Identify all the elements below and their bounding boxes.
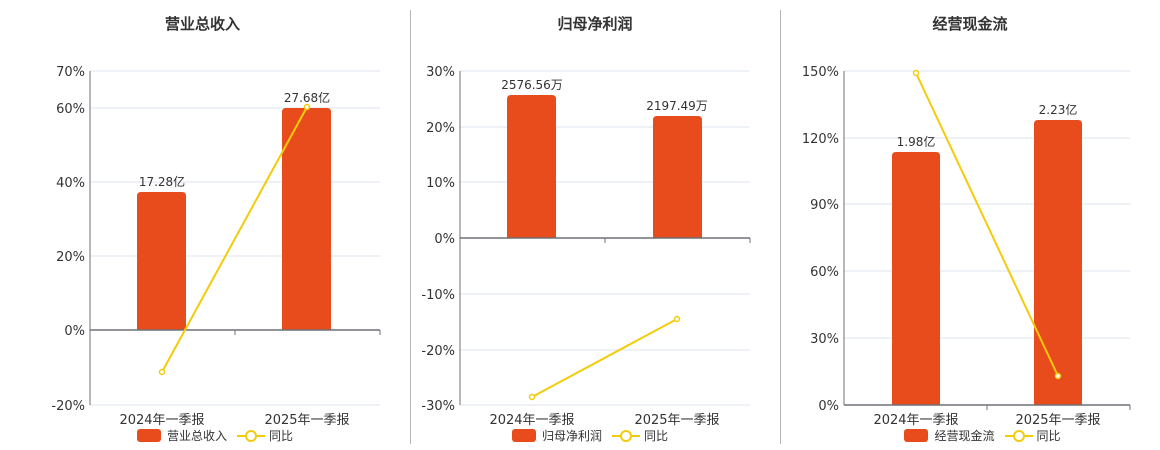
bar-labels: 17.28亿 27.68亿 — [139, 90, 330, 189]
svg-text:0%: 0% — [818, 399, 839, 414]
yoy-line[interactable] — [912, 69, 1062, 380]
x-axis-labels: 2024年一季报 2025年一季报 — [489, 413, 719, 428]
svg-text:2025年一季报: 2025年一季报 — [1015, 413, 1100, 428]
chart-title: 经营现金流 — [932, 15, 1008, 33]
yoy-line[interactable] — [158, 103, 311, 376]
bar-2024[interactable] — [137, 192, 186, 330]
svg-text:27.68亿: 27.68亿 — [284, 90, 330, 105]
y-axis-labels: 150% 120% 90% 60% 30% 0% — [802, 65, 839, 414]
svg-text:70%: 70% — [56, 65, 85, 80]
chart-title: 归母净利润 — [557, 15, 633, 33]
line-legend-icon[interactable] — [237, 429, 265, 443]
svg-text:0%: 0% — [434, 232, 455, 247]
panel-divider — [410, 10, 411, 444]
chart-legend: 归母净利润 同比 — [410, 427, 780, 444]
svg-text:2024年一季报: 2024年一季报 — [119, 413, 204, 428]
svg-text:30%: 30% — [426, 65, 455, 80]
net-profit-chart-panel: 归母净利润 30% 20% 10% 0% -10% -20% -30% 25 — [410, 0, 780, 450]
revenue-chart: 70% 60% 40% 20% 0% -20% 17.28亿 27.68亿 20… — [51, 65, 381, 428]
operating-cashflow-chart: 150% 120% 90% 60% 30% 0% 1.98亿 2.23亿 202… — [802, 65, 1131, 428]
bar-legend-label[interactable]: 经营现金流 — [934, 429, 995, 443]
svg-text:1.98亿: 1.98亿 — [897, 134, 936, 149]
svg-text:90%: 90% — [810, 198, 839, 213]
bars[interactable] — [892, 120, 1082, 405]
svg-text:20%: 20% — [426, 121, 455, 136]
line-legend-icon[interactable] — [612, 429, 640, 443]
svg-text:20%: 20% — [56, 250, 85, 265]
svg-text:-30%: -30% — [421, 399, 455, 414]
svg-text:2024年一季报: 2024年一季报 — [489, 413, 574, 428]
svg-text:2.23亿: 2.23亿 — [1039, 102, 1078, 117]
y-axis-labels: 70% 60% 40% 20% 0% -20% — [51, 65, 85, 414]
bar-2025[interactable] — [1034, 120, 1082, 405]
bar-labels: 2576.56万 2197.49万 — [501, 78, 708, 113]
bar-labels: 1.98亿 2.23亿 — [897, 102, 1078, 149]
chart-legend: 营业总收入 同比 — [0, 427, 405, 444]
bar-legend-label[interactable]: 归母净利润 — [541, 429, 602, 443]
x-axis-labels: 2024年一季报 2025年一季报 — [119, 413, 349, 428]
svg-text:17.28亿: 17.28亿 — [139, 174, 185, 189]
bars[interactable] — [137, 108, 331, 330]
svg-text:2576.56万: 2576.56万 — [501, 78, 563, 92]
line-legend-label[interactable]: 同比 — [269, 429, 294, 443]
chart-legend: 经营现金流 同比 — [780, 427, 1160, 444]
bar-2025[interactable] — [282, 108, 331, 330]
net-profit-chart: 30% 20% 10% 0% -10% -20% -30% 2576.56万 2… — [421, 65, 751, 428]
svg-text:40%: 40% — [56, 176, 85, 191]
svg-text:-20%: -20% — [51, 399, 85, 414]
panel-divider — [780, 10, 781, 444]
svg-text:30%: 30% — [810, 332, 839, 347]
line-legend-label[interactable]: 同比 — [644, 429, 669, 443]
grid-lines — [844, 70, 1130, 339]
svg-text:120%: 120% — [802, 132, 839, 147]
grid-lines — [90, 70, 380, 406]
svg-text:2024年一季报: 2024年一季报 — [873, 413, 958, 428]
svg-text:10%: 10% — [426, 176, 455, 191]
line-legend-label[interactable]: 同比 — [1036, 429, 1061, 443]
bars[interactable] — [507, 95, 702, 238]
x-axis-labels: 2024年一季报 2025年一季报 — [873, 413, 1100, 428]
svg-text:-20%: -20% — [421, 344, 455, 359]
svg-text:150%: 150% — [802, 65, 839, 80]
bar-2024[interactable] — [507, 95, 556, 238]
svg-text:2025年一季报: 2025年一季报 — [634, 413, 719, 428]
line-legend-icon[interactable] — [1004, 429, 1033, 443]
bar-legend-swatch[interactable] — [904, 429, 929, 442]
svg-text:2025年一季报: 2025年一季报 — [264, 413, 349, 428]
svg-text:0%: 0% — [64, 324, 85, 339]
svg-text:60%: 60% — [810, 265, 839, 280]
svg-text:60%: 60% — [56, 102, 85, 117]
yoy-line[interactable] — [528, 315, 681, 401]
bar-legend-swatch[interactable] — [511, 429, 536, 442]
bar-legend-swatch[interactable] — [136, 429, 161, 442]
chart-title: 营业总收入 — [164, 15, 240, 33]
operating-cashflow-chart-panel: 经营现金流 150% 120% 90% 60% 30% 0% 1.98亿 2.2… — [780, 0, 1160, 450]
revenue-chart-panel: 营业总收入 70% 60% 40% 20% 0% -20% 17.28亿 27.… — [0, 0, 405, 450]
y-axis-labels: 30% 20% 10% 0% -10% -20% -30% — [421, 65, 455, 414]
bar-legend-label[interactable]: 营业总收入 — [166, 429, 227, 443]
svg-text:2197.49万: 2197.49万 — [646, 99, 708, 113]
svg-text:-10%: -10% — [421, 288, 455, 303]
bar-2025[interactable] — [653, 116, 702, 238]
bar-2024[interactable] — [892, 152, 940, 405]
